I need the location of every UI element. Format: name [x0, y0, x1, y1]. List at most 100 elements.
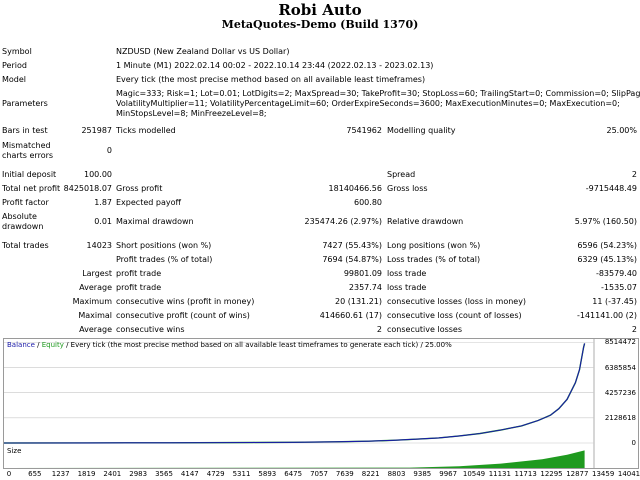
report-cell: Total trades: [2, 241, 49, 250]
x-tick-label: 7639: [335, 470, 354, 478]
legend-equity: Equity: [41, 341, 64, 349]
report-cell: consecutive losses: [387, 325, 463, 334]
report-cell: consecutive wins: [116, 325, 185, 334]
y-tick-label: 0: [631, 439, 636, 447]
balance-chart: Balance / Equity / Every tick (the most …: [3, 338, 639, 448]
chart-legend: Balance / Equity / Every tick (the most …: [7, 341, 452, 350]
x-tick-label: 4147: [180, 470, 199, 478]
report-cell: 0: [106, 146, 112, 155]
report-cell: 7541962: [346, 126, 382, 135]
report-cell: Expected payoff: [116, 198, 181, 207]
report-cell: Gross profit: [116, 184, 163, 193]
size-chart-canvas: [4, 446, 595, 468]
report-cell: 18140466.56: [328, 184, 382, 193]
report-cell: 100.00: [84, 170, 112, 179]
report-cell: Relative drawdown: [387, 217, 464, 226]
y-tick-label: 2128618: [604, 413, 636, 422]
y-tick-label: 4257236: [604, 388, 636, 397]
report-cell: 8425018.07: [63, 184, 112, 193]
report-cell: Every tick (the most precise method base…: [116, 75, 426, 84]
report-cell: 2: [376, 325, 382, 334]
report-cell: loss trade: [387, 269, 427, 278]
x-tick-label: 6475: [284, 470, 303, 478]
report-cell: Period: [2, 61, 27, 70]
report-cell: -83579.40: [595, 269, 637, 278]
report-cell: -9715448.49: [585, 184, 637, 193]
x-tick-label: 13459: [592, 470, 615, 478]
report-cell: profit trade: [116, 269, 162, 278]
report-cell: 5.97% (160.50): [574, 217, 637, 226]
x-tick-label: 14041: [617, 470, 640, 478]
x-tick-label: 7057: [310, 470, 328, 478]
report-cell: 2: [631, 170, 637, 179]
report-cell: Long positions (won %): [387, 241, 481, 250]
report-cell: Mismatched: [2, 141, 51, 150]
x-tick-label: 10549: [462, 470, 486, 478]
x-tick-label: 0: [6, 470, 12, 478]
report-cell: Spread: [387, 170, 416, 179]
x-tick-label: 5311: [232, 470, 251, 478]
report-cell: 7694 (54.87%): [322, 255, 382, 264]
report-cell: consecutive loss (count of losses): [387, 311, 522, 320]
x-tick-label: 8221: [361, 470, 380, 478]
x-tick-label: 655: [28, 470, 42, 478]
report-cell: Ticks modelled: [116, 126, 176, 135]
report-cell: Modelling quality: [387, 126, 456, 135]
report-cell: 14023: [86, 241, 112, 250]
report-cell: 2: [631, 325, 637, 334]
report-cell: Parameters: [2, 99, 48, 108]
report-cell: 11 (-37.45): [592, 297, 637, 306]
x-tick-label: 11131: [488, 470, 511, 478]
y-tick-label: 8514472: [604, 338, 636, 347]
report-cell: Initial deposit: [2, 170, 57, 179]
size-area: [4, 450, 585, 468]
y-tick-label: 6385854: [604, 363, 636, 372]
x-tick-label: 5893: [258, 470, 277, 478]
report-cell: Absolute: [2, 212, 37, 221]
report-cell: Model: [2, 75, 27, 84]
legend-balance: Balance: [7, 341, 35, 349]
report-cell: Short positions (won %): [116, 241, 212, 250]
report-cell: Total net profit: [2, 184, 61, 193]
report-cell: Loss trades (% of total): [387, 255, 481, 264]
report-cell: 414660.61 (17): [319, 311, 382, 320]
report-cell: 0.01: [94, 217, 112, 226]
report-cell: VolatilityMultiplier=11; VolatilityPerce…: [116, 99, 620, 108]
x-tick-label: 3565: [155, 470, 173, 478]
report-cell: 6329 (45.13%): [577, 255, 637, 264]
size-label: Size: [7, 447, 22, 455]
x-tick-label: 2401: [103, 470, 122, 478]
legend-separator: /: [34, 341, 42, 349]
report-cell: MinStopsLevel=8; MinFreezeLevel=8;: [116, 109, 267, 118]
x-tick-label: 1819: [77, 470, 96, 478]
report-cell: Bars in test: [2, 126, 48, 135]
report-cell: Largest: [82, 269, 112, 278]
report-cell: Average: [79, 283, 112, 292]
report-cell: 20 (131.21): [335, 297, 382, 306]
size-chart: Size: [3, 446, 639, 469]
report-cell: 1.87: [94, 198, 112, 207]
report-cell: drawdown: [2, 222, 44, 231]
report-cell: Profit trades (% of total): [116, 255, 213, 264]
x-tick-label: 12877: [566, 470, 589, 478]
report-subtitle: MetaQuotes-Demo (Build 1370): [221, 18, 419, 31]
report-cell: Maximum: [72, 297, 112, 306]
report-cell: Gross loss: [387, 184, 428, 193]
report-cell: Average: [79, 325, 112, 334]
report-title: Robi Auto: [278, 1, 362, 19]
report-cell: NZDUSD (New Zealand Dollar vs US Dollar): [116, 47, 290, 56]
report-cell: profit trade: [116, 283, 162, 292]
x-tick-label: 1237: [51, 470, 70, 478]
report-cell: 7427 (55.43%): [322, 241, 382, 250]
legend-description: / Every tick (the most precise method ba…: [63, 341, 452, 349]
report-cell: -141141.00 (2): [576, 311, 637, 320]
report-cell: Profit factor: [2, 198, 49, 207]
x-tick-label: 11713: [514, 470, 537, 478]
report-cell: charts errors: [2, 151, 54, 160]
report-cell: 600.80: [354, 198, 382, 207]
x-tick-label: 9967: [439, 470, 458, 478]
report-cell: consecutive profit (count of wins): [116, 311, 250, 320]
equity-line: [4, 343, 586, 444]
report-cell: Magic=333; Risk=1; Lot=0.01; LotDigits=2…: [116, 89, 640, 98]
report-cell: -1535.07: [601, 283, 637, 292]
